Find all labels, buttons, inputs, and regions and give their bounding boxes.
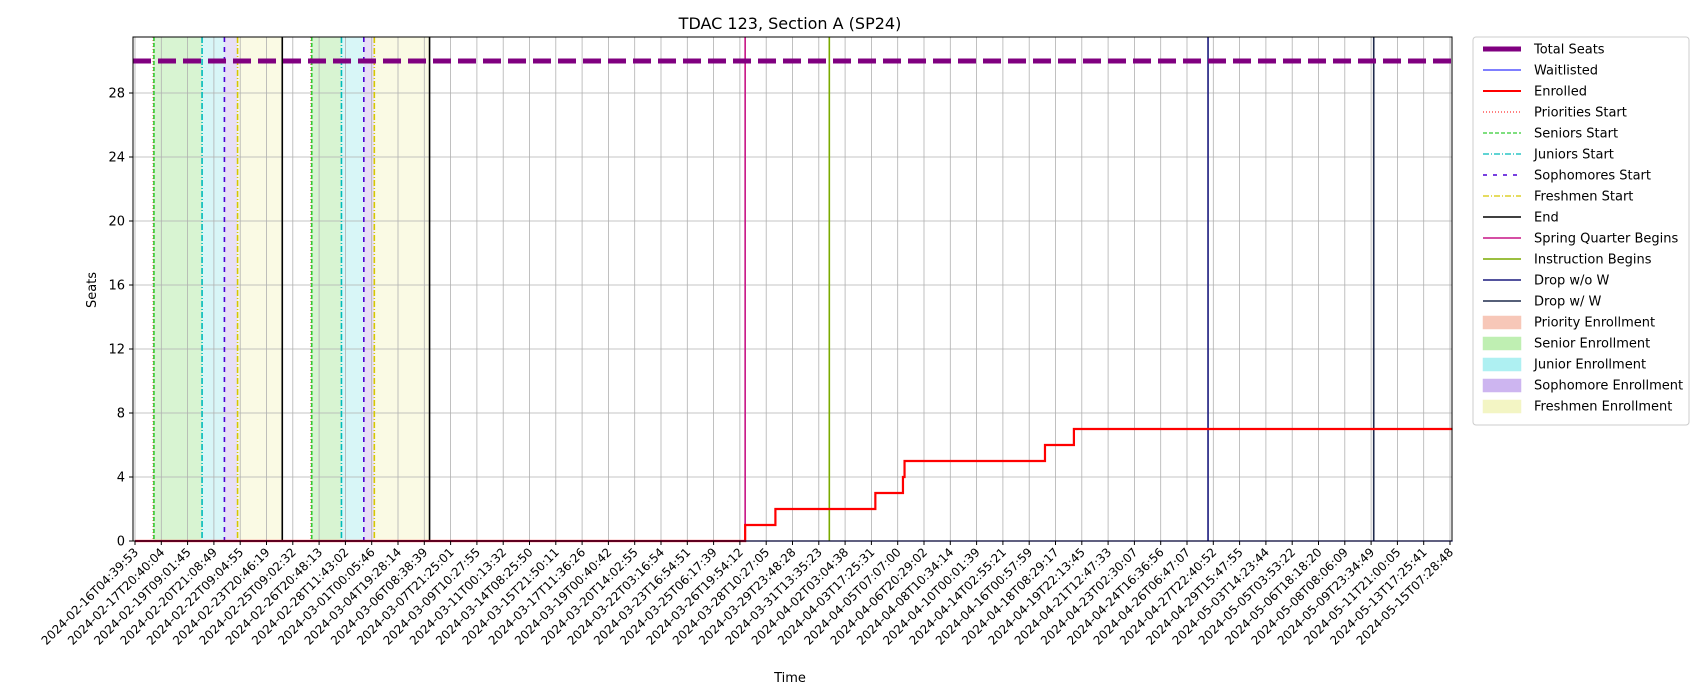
legend-label: Waitlisted: [1534, 64, 1598, 79]
chart-title: TDAC 123, Section A (SP24): [678, 14, 902, 33]
shaded-period: [374, 37, 430, 541]
shaded-period: [224, 37, 238, 541]
y-tick-label: 24: [108, 151, 125, 166]
legend-swatch: [1482, 378, 1522, 393]
shaded-period: [153, 37, 203, 541]
y-tick-label: 8: [117, 407, 125, 422]
legend-label: Juniors Start: [1533, 148, 1614, 163]
shaded-period: [202, 37, 225, 541]
legend-box: [1472, 36, 1690, 426]
shaded-period: [341, 37, 364, 541]
legend-label: Priorities Start: [1534, 106, 1627, 121]
shaded-period: [363, 37, 375, 541]
y-tick-label: 28: [108, 87, 125, 102]
legend-label: Sophomore Enrollment: [1534, 379, 1683, 394]
y-tick-label: 12: [108, 343, 125, 358]
legend-swatch: [1482, 315, 1522, 330]
y-tick-label: 0: [117, 535, 125, 550]
legend-label: Seniors Start: [1534, 127, 1618, 142]
y-tick-label: 4: [117, 471, 125, 486]
legend-label: Sophomores Start: [1534, 169, 1651, 184]
y-axis-label: Seats: [85, 272, 100, 308]
legend-label: Senior Enrollment: [1534, 337, 1650, 352]
y-tick-label: 20: [108, 215, 125, 230]
legend-label: End: [1534, 211, 1559, 226]
legend-label: Enrolled: [1534, 85, 1587, 100]
shaded-period: [311, 37, 342, 541]
plot-area: 04812162024282024-02-16T04:39:532024-02-…: [39, 36, 1456, 648]
legend-label: Total Seats: [1533, 43, 1605, 58]
legend-label: Drop w/o W: [1534, 274, 1610, 289]
legend-label: Spring Quarter Begins: [1534, 232, 1678, 247]
legend-swatch: [1482, 336, 1522, 351]
legend-label: Priority Enrollment: [1534, 316, 1655, 331]
shaded-period: [237, 37, 283, 541]
legend-label: Freshmen Enrollment: [1534, 400, 1672, 415]
legend: Total Seats Waitlisted Enrolled Priorities …: [1472, 36, 1690, 426]
legend-swatch: [1482, 357, 1522, 372]
legend-swatch: [1482, 399, 1522, 414]
y-tick-label: 16: [108, 279, 125, 294]
series-enrolled: [135, 427, 1453, 543]
x-axis-label: Time: [773, 671, 806, 686]
legend-label: Instruction Begins: [1534, 253, 1652, 268]
legend-label: Junior Enrollment: [1533, 358, 1646, 373]
legend-label: Freshmen Start: [1534, 190, 1633, 205]
legend-label: Drop w/ W: [1534, 295, 1602, 310]
